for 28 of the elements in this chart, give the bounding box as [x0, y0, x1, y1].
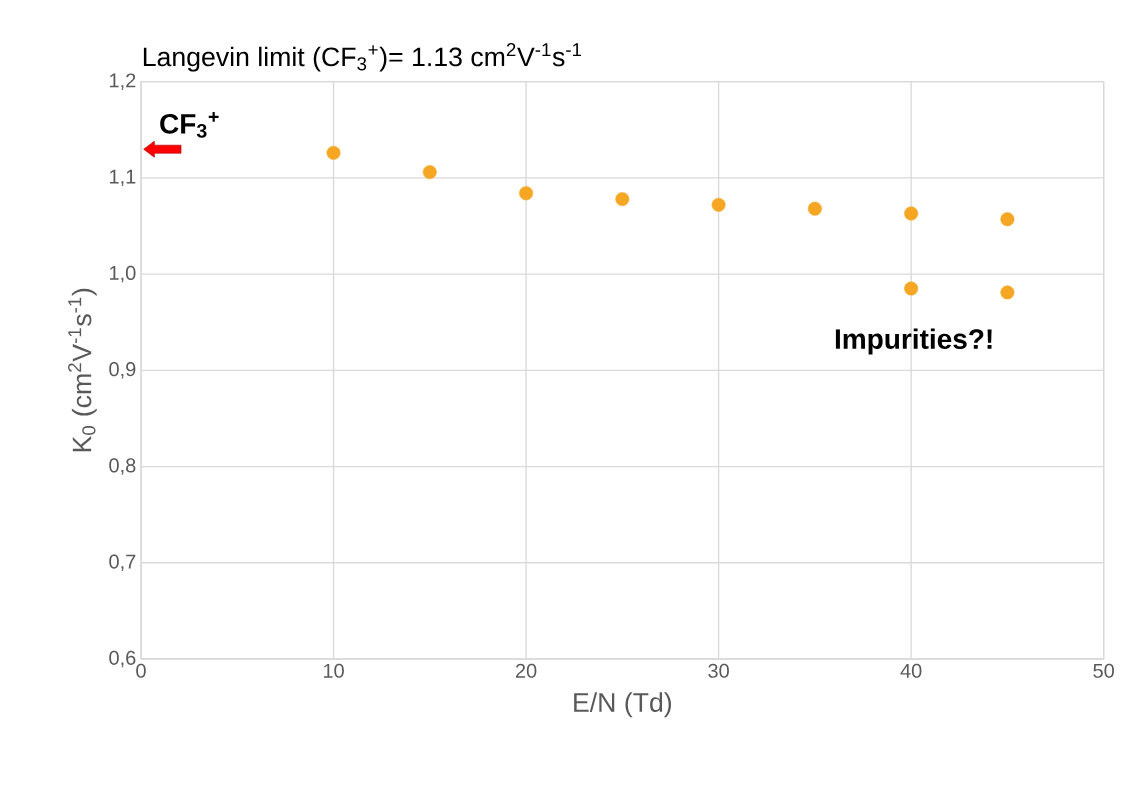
- chart-title: Langevin limit (CF$_{3}$$^{+}$)= 1.13 cm$^{2}$V$^{-1}$s$^{-1}$: [143, 42, 582, 72]
- x-tick-label: 10: [323, 663, 344, 678]
- y-tick-label: 1,2: [110, 73, 136, 90]
- point: [904, 206, 919, 221]
- annotation: Impurities?!: [835, 328, 992, 355]
- y-tick-label: 1,1: [110, 169, 136, 187]
- point: [519, 186, 534, 201]
- x-tick-label: 0: [136, 663, 146, 678]
- x-tick-label: 40: [900, 663, 922, 678]
- point: [1000, 212, 1015, 227]
- point: [807, 201, 822, 216]
- y-tick-label: 0,6: [109, 650, 136, 668]
- x-axis-title: E/N (Td): [574, 692, 672, 718]
- point: [326, 145, 341, 160]
- x-tick-label: 30: [708, 663, 729, 678]
- annotation: CF$_{3}$+: [160, 111, 219, 138]
- point: [904, 281, 919, 296]
- text: K$_{0}$ (cm$^{2}$V$^{-1}$s$^{-1}$): [68, 288, 97, 452]
- point: [615, 192, 630, 206]
- y-tick-label: 0,7: [109, 554, 136, 572]
- x-tick-label: 50: [1093, 663, 1114, 678]
- y-tick-label: 0,9: [109, 362, 136, 379]
- y-tick-label: 0,8: [109, 458, 136, 475]
- y-tick-label: 1,0: [110, 265, 136, 283]
- point: [1000, 285, 1015, 300]
- x-tick-label: 20: [515, 663, 537, 678]
- point: [422, 165, 437, 180]
- point: [711, 197, 726, 212]
